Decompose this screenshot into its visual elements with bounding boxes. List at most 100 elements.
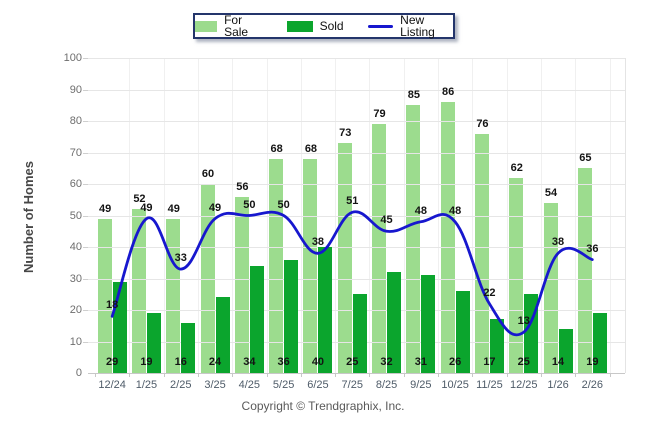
new-listing-value-label: 50 [243, 198, 256, 211]
for-sale-bar [337, 143, 352, 373]
x-axis-label: 2/25 [170, 379, 192, 391]
new-listing-value-label: 38 [311, 236, 325, 249]
x-axis-label: 3/25 [204, 379, 226, 391]
sold-bar [592, 313, 607, 373]
y-axis-tick [83, 89, 88, 91]
for-sale-value-label: 60 [201, 168, 215, 180]
y-axis-tick [83, 310, 88, 311]
x-axis-tick [472, 373, 474, 377]
y-axis-tick [83, 58, 88, 59]
for-sale-bar [131, 209, 146, 373]
x-axis-tick [129, 373, 131, 377]
for-sale-value-label: 54 [544, 186, 558, 199]
sold-value-label: 19 [140, 356, 153, 368]
for-sale-value-label: 49 [99, 202, 112, 215]
y-axis-tick [83, 152, 88, 154]
x-axis-label: 10/25 [441, 379, 469, 391]
new-listing-value-label: 49 [140, 201, 153, 214]
sold-bar [558, 328, 573, 373]
sold-value-label: 29 [106, 356, 119, 368]
horizontal-gridline [88, 58, 625, 59]
sold-value-label: 36 [277, 356, 290, 368]
for-sale-bar [440, 102, 455, 373]
sold-value-label: 26 [449, 356, 462, 368]
for-sale-bar [234, 196, 249, 373]
new-listing-line-icon [367, 24, 394, 28]
new-listing-value-label: 36 [586, 242, 599, 255]
sold-value-label: 16 [174, 356, 187, 368]
new-listing-value-label: 33 [174, 252, 187, 265]
for-sale-bar [97, 218, 112, 373]
x-axis-tick [403, 373, 405, 377]
legend-item-sold: Sold [286, 20, 344, 32]
x-axis-tick [438, 373, 439, 377]
new-listing-value-label: 22 [483, 286, 496, 299]
x-axis-label: 12/24 [98, 379, 126, 391]
y-axis-tick-label: 90 [69, 83, 82, 96]
for-sale-value-label: 62 [510, 161, 523, 174]
x-axis-line [88, 373, 625, 374]
for-sale-bar [406, 105, 421, 373]
x-axis-tick [197, 373, 199, 377]
plot-right-border [625, 58, 626, 373]
for-sale-value-label: 85 [407, 89, 420, 102]
new-listing-value-label: 13 [517, 315, 530, 328]
horizontal-gridline [88, 152, 625, 154]
x-axis-label: 2/26 [581, 379, 604, 391]
sold-value-label: 34 [243, 356, 256, 368]
y-axis-tick-label: 10 [69, 335, 82, 348]
for-sale-value-label: 86 [442, 86, 455, 99]
y-axis-tick-label: 30 [69, 272, 82, 285]
for-sale-bar [372, 124, 387, 373]
sold-value-label: 17 [483, 356, 496, 368]
new-listing-value-label: 45 [380, 214, 393, 227]
y-axis-tick-label: 40 [69, 241, 82, 253]
legend-item-new-listing: New Listing [367, 13, 453, 39]
x-axis-tick [540, 373, 542, 377]
new-listing-value-label: 18 [106, 299, 119, 312]
for-sale-value-label: 73 [339, 127, 352, 140]
for-sale-bar [509, 177, 524, 373]
new-listing-value-label: 38 [551, 236, 565, 249]
x-axis-label: 1/26 [547, 379, 569, 391]
y-axis-tick [83, 247, 88, 248]
y-axis-tick-label: 100 [63, 52, 82, 64]
x-axis-label: 11/25 [476, 379, 503, 391]
for-sale-swatch-icon [195, 20, 218, 32]
y-axis-tick-label: 80 [69, 115, 82, 127]
for-sale-value-label: 56 [236, 180, 249, 193]
x-axis-tick [575, 373, 577, 377]
y-axis-tick-label: 50 [69, 209, 82, 222]
x-axis-tick [163, 373, 165, 377]
x-axis-label: 8/25 [375, 379, 398, 391]
copyright-text: Copyright © Trendgraphix, Inc. [241, 399, 405, 413]
new-listing-value-label: 48 [449, 204, 462, 217]
sold-value-label: 32 [380, 356, 393, 368]
for-sale-value-label: 49 [167, 202, 180, 215]
sold-value-label: 24 [208, 356, 222, 368]
x-axis-tick [232, 373, 234, 377]
x-axis-label: 4/25 [238, 379, 261, 391]
sold-swatch-icon [286, 20, 313, 32]
legend-label-new-listing: New Listing [400, 13, 435, 39]
y-axis-tick [83, 121, 88, 122]
y-axis-tick-label: 70 [69, 146, 82, 159]
y-axis-tick-label: 60 [69, 178, 82, 190]
x-axis-label: 1/25 [135, 379, 158, 391]
new-listing-value-label: 50 [277, 198, 290, 211]
for-sale-value-label: 79 [373, 108, 386, 121]
x-axis-tick [95, 373, 96, 377]
x-axis-label: 6/25 [307, 379, 329, 391]
new-listing-value-label: 51 [346, 195, 359, 208]
new-listing-value-label: 48 [414, 204, 427, 217]
sold-value-label: 25 [517, 356, 530, 368]
sold-value-label: 31 [414, 356, 427, 368]
y-axis-tick-label: 0 [75, 367, 82, 379]
horizontal-gridline [88, 247, 625, 248]
x-axis-label: 12/25 [509, 379, 538, 391]
sold-value-label: 40 [311, 356, 325, 368]
for-sale-value-label: 52 [133, 193, 146, 206]
y-axis-tick [83, 341, 88, 343]
